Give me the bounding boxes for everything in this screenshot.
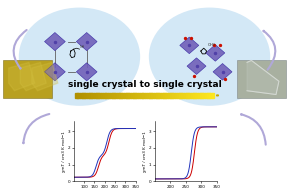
Bar [142,93,145,98]
Bar [114,93,117,98]
Bar [205,93,208,98]
Y-axis label: χmT / cm3 K mol−1: χmT / cm3 K mol−1 [62,131,66,172]
Bar [198,93,201,98]
Bar [87,93,90,98]
Polygon shape [76,63,97,81]
Bar [133,93,136,98]
Bar [147,93,150,98]
Bar [200,93,203,98]
Bar [119,93,122,98]
Bar [103,93,106,98]
Bar [188,93,191,98]
Bar [158,93,161,98]
Bar [84,93,87,98]
Bar [156,93,159,98]
Bar [184,93,187,98]
Bar [131,93,134,98]
Polygon shape [213,64,232,80]
Bar [193,93,196,98]
Bar [89,93,92,98]
Bar [98,93,101,98]
Bar [175,93,177,98]
Bar [121,93,124,98]
Polygon shape [9,62,35,91]
Bar [168,93,171,98]
Bar [124,93,127,98]
Bar [128,93,131,98]
Ellipse shape [19,8,140,106]
Bar [82,93,85,98]
Bar [138,93,140,98]
Bar [75,93,78,98]
FancyBboxPatch shape [3,60,52,98]
Polygon shape [45,63,65,81]
Polygon shape [180,37,199,54]
Bar [94,93,97,98]
Bar [212,93,214,98]
Polygon shape [76,33,97,51]
Bar [110,93,113,98]
Bar [140,93,143,98]
Bar [181,93,184,98]
Bar [177,93,180,98]
Polygon shape [32,62,58,91]
Ellipse shape [149,8,270,106]
Bar [135,93,138,98]
FancyBboxPatch shape [237,60,286,98]
Bar [179,93,182,98]
Text: NH: NH [80,45,85,49]
Polygon shape [20,62,46,91]
Bar [80,93,83,98]
Bar [154,93,157,98]
Text: CH$_3$: CH$_3$ [207,42,216,50]
Bar [126,93,129,98]
Bar [77,93,80,98]
Bar [144,93,147,98]
Bar [172,93,175,98]
Text: single crystal to single crystal: single crystal to single crystal [68,80,221,89]
Bar [151,93,154,98]
Polygon shape [45,33,65,51]
Polygon shape [206,45,225,61]
Bar [96,93,99,98]
Bar [209,93,212,98]
Bar [112,93,115,98]
Bar [161,93,164,98]
Bar [202,93,205,98]
Bar [163,93,166,98]
Bar [195,93,198,98]
Bar [170,93,173,98]
Bar [108,93,110,98]
Y-axis label: χmT / cm3 K mol−1: χmT / cm3 K mol−1 [143,131,147,172]
Bar [105,93,108,98]
Bar [186,93,189,98]
Bar [165,93,168,98]
Polygon shape [187,58,206,74]
Bar [207,93,210,98]
Bar [191,93,194,98]
Bar [101,93,103,98]
Bar [149,93,152,98]
Bar [91,93,94,98]
Bar [117,93,120,98]
Polygon shape [247,60,279,94]
